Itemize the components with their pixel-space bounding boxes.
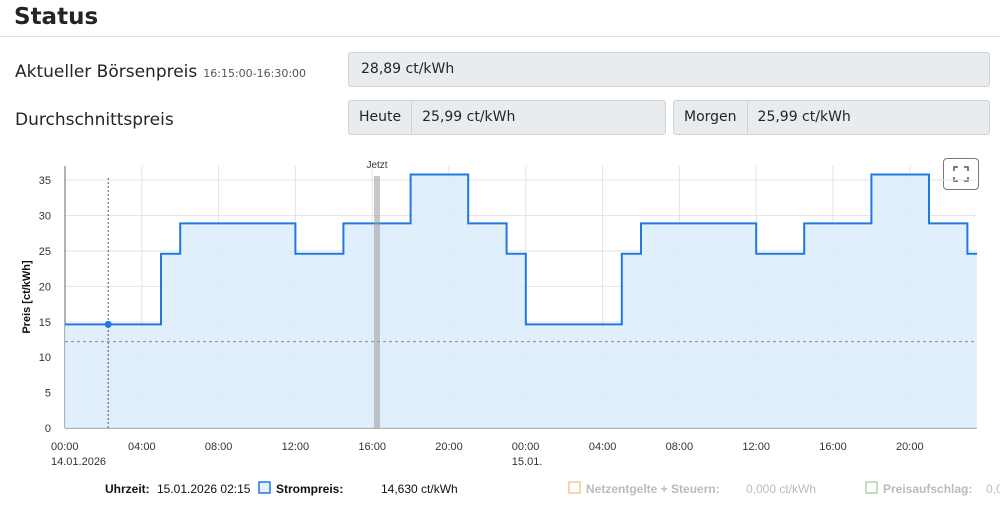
legend-swatch (258, 481, 271, 494)
x-tick-label: 08:00 (666, 441, 694, 453)
chart-fullscreen-button[interactable] (943, 158, 979, 190)
x-tick-sublabel: 14.01.2026 (51, 456, 106, 468)
tooltip-time-label: Uhrzeit: (105, 482, 150, 496)
x-tick-label: 16:00 (358, 441, 386, 453)
legend-item-name: Preisaufschlag: (883, 482, 972, 496)
legend-item-name: Netzentgelte + Steuern: (586, 482, 720, 496)
average-price-today-group: Heute 25,99 ct/kWh (348, 100, 666, 135)
x-tick-label: 20:00 (435, 441, 463, 453)
legend-item-value: 14,630 ct/kWh (381, 482, 458, 496)
legend-swatch (568, 481, 581, 494)
x-tick-label: 00:00 (512, 441, 540, 453)
series-area (65, 174, 977, 428)
tomorrow-addon: Morgen (674, 101, 748, 134)
x-tick-label: 08:00 (205, 441, 233, 453)
today-addon: Heute (349, 101, 413, 134)
hover-point (104, 320, 112, 328)
y-tick-label: 15 (39, 317, 51, 329)
series-line (65, 173, 977, 326)
average-price-tomorrow-group: Morgen 25,99 ct/kWh (673, 100, 990, 135)
average-price-label: Durchschnittspreis (15, 110, 174, 130)
current-price-label: Aktueller Börsenpreis 16:15:00-16:30:00 (15, 62, 306, 82)
y-tick-label: 0 (45, 423, 51, 435)
x-tick-label: 12:00 (282, 441, 310, 453)
legend-item-value: 0,000 ct/kWh (746, 482, 816, 496)
fullscreen-icon (953, 166, 969, 182)
today-value: 25,99 ct/kWh (422, 109, 516, 125)
now-marker (374, 176, 380, 428)
x-tick-sublabel: 15.01. (512, 456, 543, 468)
y-tick-label: 5 (45, 388, 51, 400)
current-price-time-range: 16:15:00-16:30:00 (203, 67, 307, 80)
x-tick-label: 00:00 (51, 441, 79, 453)
y-axis-label: Preis [ct/kWh] (21, 260, 33, 334)
current-price-label-text: Aktueller Börsenpreis (15, 62, 198, 82)
y-tick-label: 35 (39, 175, 51, 187)
legend-swatch (865, 481, 878, 494)
x-tick-label: 20:00 (896, 441, 924, 453)
now-marker-label: Jetzt (366, 160, 387, 171)
tomorrow-value: 25,99 ct/kWh (757, 109, 851, 125)
current-price-field: 28,89 ct/kWh (348, 52, 990, 87)
y-tick-label: 10 (39, 352, 51, 364)
title-divider (0, 36, 1000, 37)
x-tick-label: 16:00 (819, 441, 847, 453)
y-tick-label: 20 (39, 281, 51, 293)
legend-item-name: Strompreis: (276, 482, 343, 496)
legend-item-value: 0,000 ct/kWh (986, 482, 1000, 496)
x-tick-label: 04:00 (128, 441, 156, 453)
x-tick-label: 04:00 (589, 441, 617, 453)
x-tick-label: 12:00 (742, 441, 770, 453)
page-title: Status (14, 4, 99, 30)
y-tick-label: 30 (39, 211, 51, 223)
tooltip-time-value: 15.01.2026 02:15 (157, 482, 251, 496)
y-tick-label: 25 (39, 246, 51, 258)
